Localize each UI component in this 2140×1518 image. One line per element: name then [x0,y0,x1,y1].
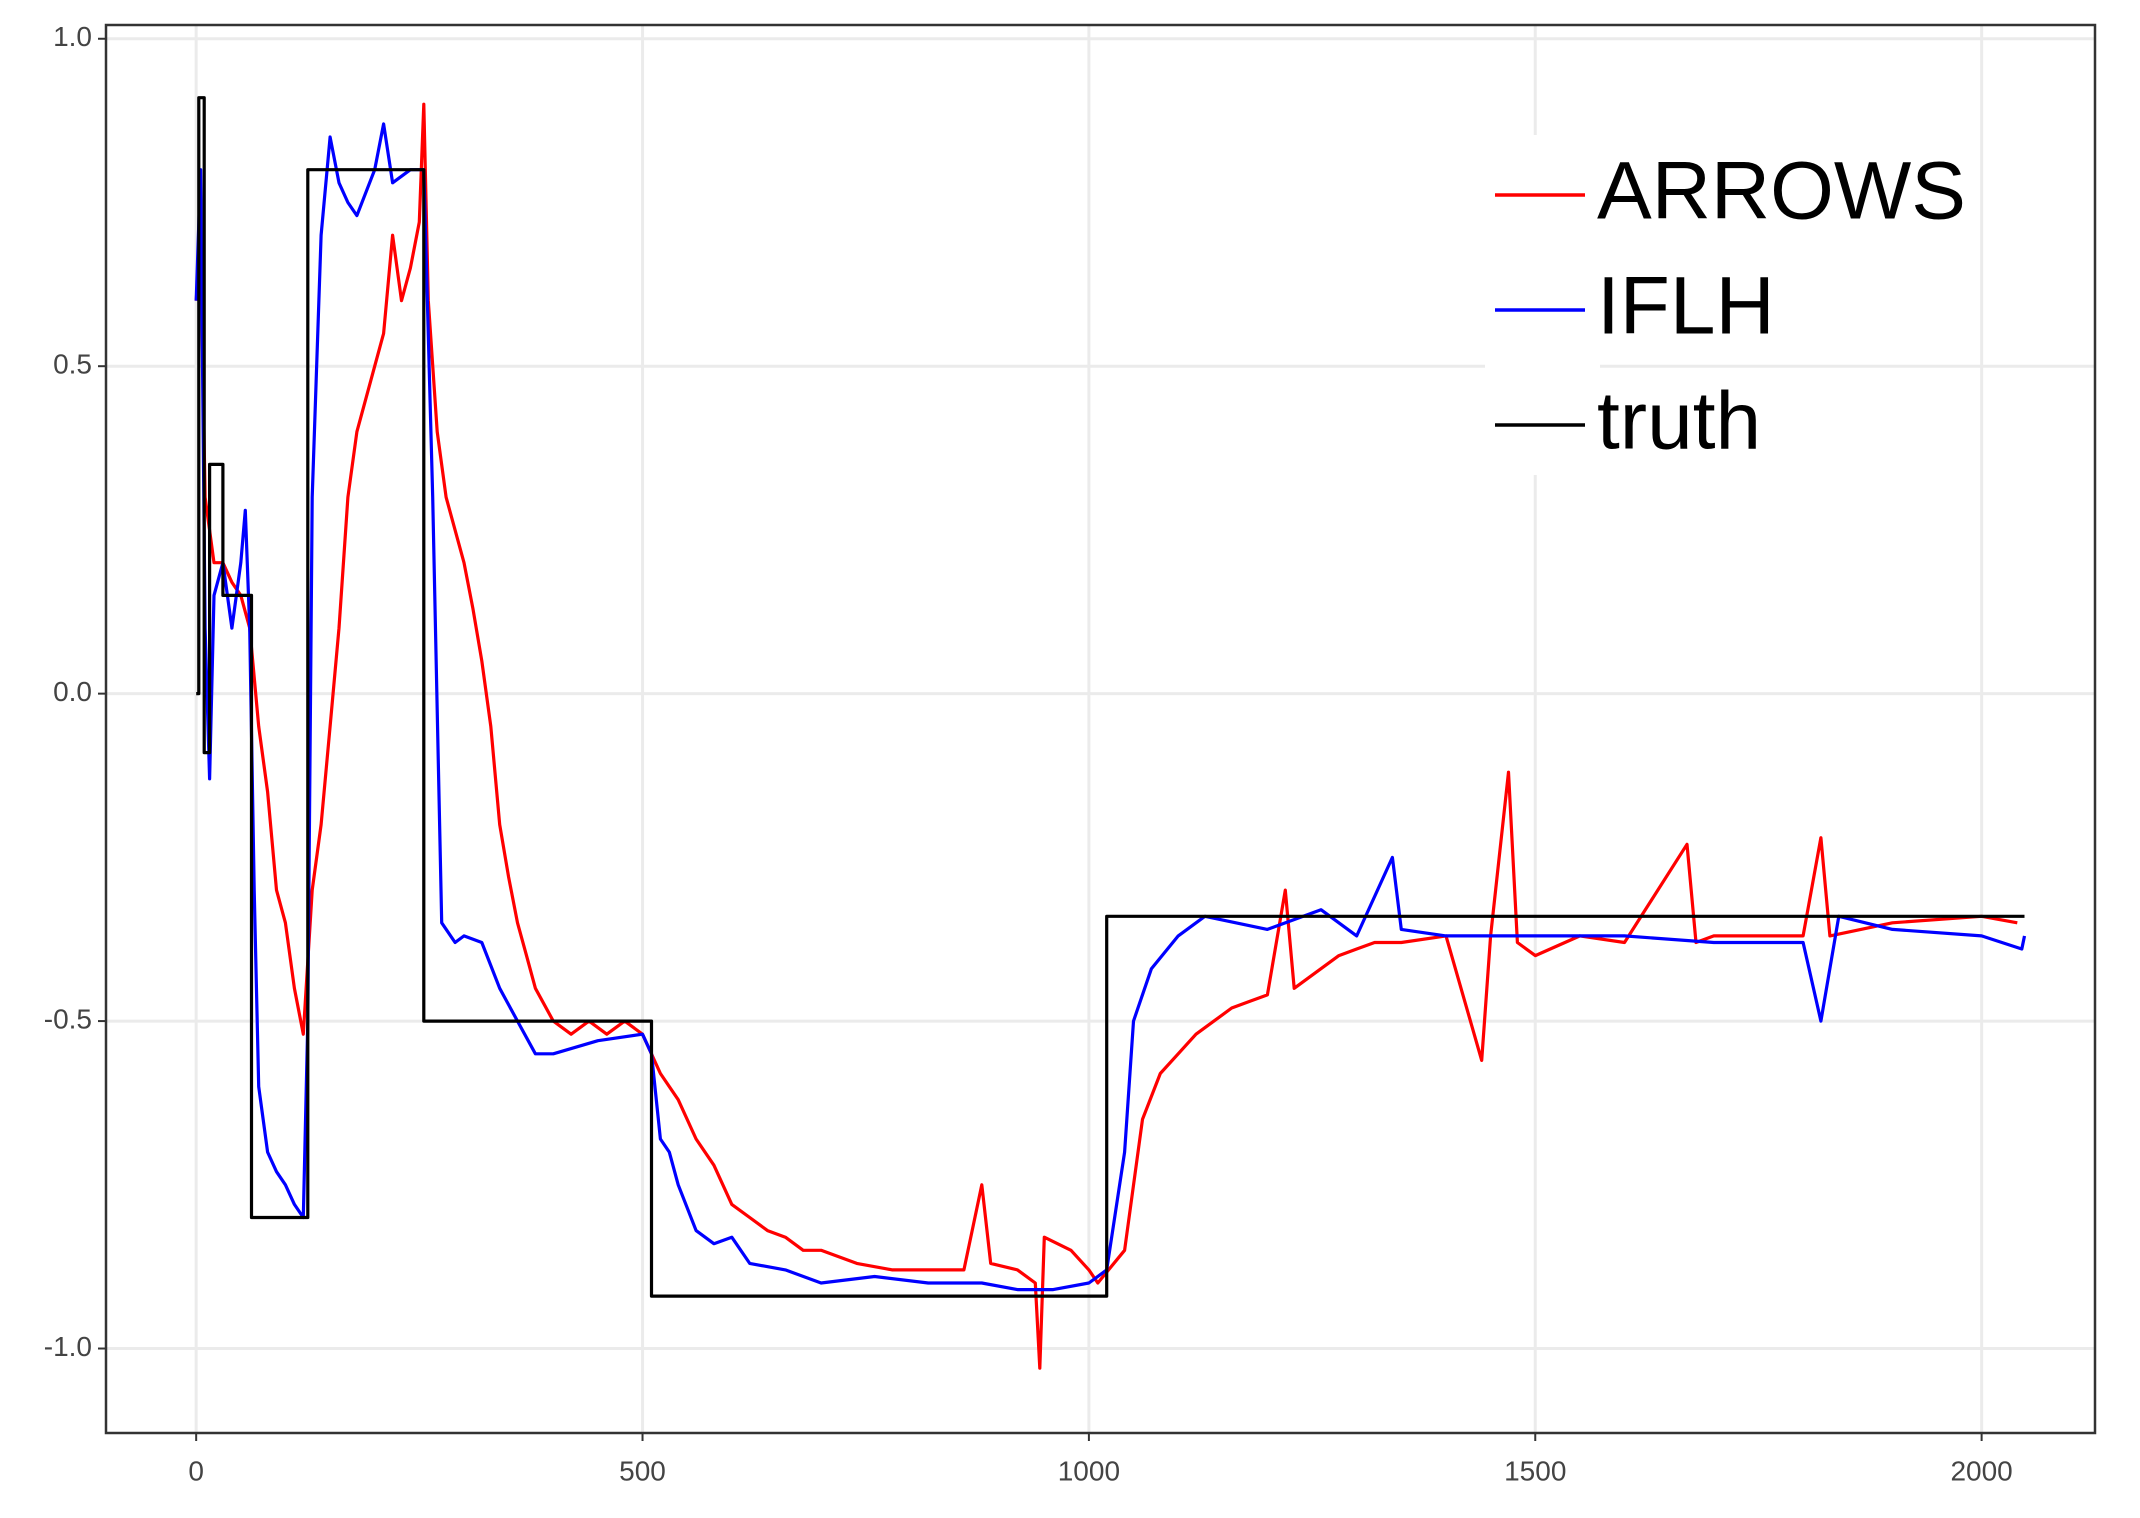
panel-border [104,23,2097,1435]
legend-label: ARROWS [1597,146,1966,237]
y-tick-label: -1.0 [44,1331,92,1362]
series-line [196,96,2025,1298]
series-line [194,122,2027,1292]
legend-label: IFLH [1597,261,1775,352]
legend-label: truth [1597,376,1761,467]
y-tick-label: 1.0 [53,21,92,52]
x-tick-label: 2000 [1950,1455,2012,1486]
y-tick-label: -0.5 [44,1003,92,1034]
legend-box [1485,135,1600,475]
x-tick-label: 1000 [1058,1455,1120,1486]
series-line [194,102,2018,1370]
y-tick-label: 0.0 [53,676,92,707]
y-tick-label: 0.5 [53,349,92,380]
x-tick-label: 1500 [1504,1455,1566,1486]
x-tick-label: 0 [188,1455,204,1486]
x-tick-label: 500 [619,1455,666,1486]
